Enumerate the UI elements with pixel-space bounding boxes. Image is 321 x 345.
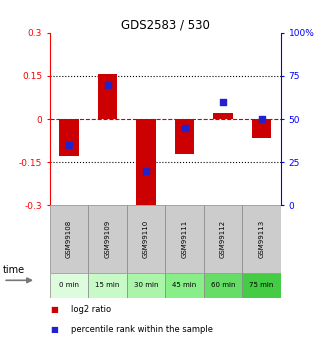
- FancyBboxPatch shape: [88, 273, 127, 298]
- FancyBboxPatch shape: [165, 205, 204, 273]
- Bar: [98, 75, 117, 119]
- Text: 15 min: 15 min: [95, 283, 120, 288]
- FancyBboxPatch shape: [50, 273, 88, 298]
- Text: 75 min: 75 min: [249, 283, 274, 288]
- Point: [221, 99, 226, 105]
- Point: [143, 168, 149, 174]
- Text: ■: ■: [50, 305, 58, 314]
- FancyBboxPatch shape: [50, 205, 88, 273]
- Point: [259, 116, 264, 122]
- Text: percentile rank within the sample: percentile rank within the sample: [71, 325, 213, 334]
- FancyBboxPatch shape: [204, 205, 242, 273]
- Text: GSM99111: GSM99111: [182, 220, 187, 258]
- FancyBboxPatch shape: [165, 273, 204, 298]
- Bar: [252, 119, 271, 138]
- Title: GDS2583 / 530: GDS2583 / 530: [121, 19, 210, 32]
- Text: GSM99110: GSM99110: [143, 220, 149, 258]
- Text: GSM99109: GSM99109: [105, 220, 110, 258]
- Bar: [136, 119, 156, 207]
- Text: 30 min: 30 min: [134, 283, 158, 288]
- Text: log2 ratio: log2 ratio: [71, 305, 111, 314]
- Bar: [213, 113, 233, 119]
- Point: [182, 125, 187, 130]
- Bar: [175, 119, 194, 154]
- FancyBboxPatch shape: [127, 273, 165, 298]
- FancyBboxPatch shape: [127, 205, 165, 273]
- FancyBboxPatch shape: [242, 205, 281, 273]
- Text: 0 min: 0 min: [59, 283, 79, 288]
- FancyBboxPatch shape: [242, 273, 281, 298]
- Text: GSM99113: GSM99113: [259, 220, 265, 258]
- Text: 45 min: 45 min: [172, 283, 197, 288]
- Text: 60 min: 60 min: [211, 283, 235, 288]
- Bar: [59, 119, 79, 156]
- Text: GSM99108: GSM99108: [66, 220, 72, 258]
- Text: time: time: [3, 265, 25, 275]
- Point: [66, 142, 72, 148]
- FancyBboxPatch shape: [88, 205, 127, 273]
- FancyBboxPatch shape: [204, 273, 242, 298]
- Text: GSM99112: GSM99112: [220, 220, 226, 258]
- Text: ■: ■: [50, 325, 58, 334]
- Point: [105, 82, 110, 87]
